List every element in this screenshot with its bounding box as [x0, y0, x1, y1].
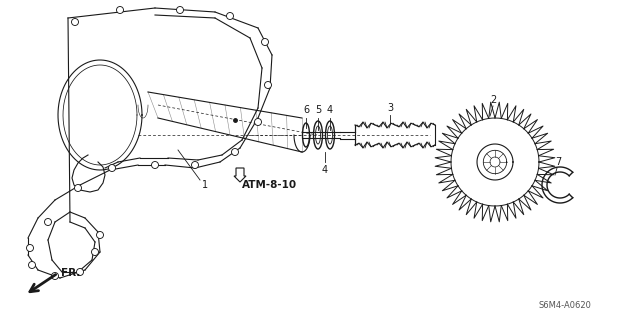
Circle shape: [26, 244, 33, 251]
Circle shape: [177, 6, 184, 13]
Circle shape: [74, 184, 81, 191]
Circle shape: [227, 12, 234, 19]
Polygon shape: [234, 168, 246, 182]
Circle shape: [262, 39, 269, 46]
Text: ATM-8-10: ATM-8-10: [243, 180, 298, 190]
Circle shape: [29, 262, 35, 269]
Circle shape: [232, 149, 239, 155]
Circle shape: [72, 19, 79, 26]
Circle shape: [92, 249, 99, 256]
Text: 5: 5: [315, 105, 321, 115]
Text: FR.: FR.: [61, 268, 81, 278]
Circle shape: [116, 6, 124, 13]
Text: 3: 3: [387, 103, 393, 113]
Text: 2: 2: [490, 95, 496, 105]
Circle shape: [152, 161, 159, 168]
Circle shape: [109, 165, 115, 172]
Text: S6M4-A0620: S6M4-A0620: [539, 300, 591, 309]
Circle shape: [51, 272, 58, 279]
Text: 1: 1: [202, 180, 208, 190]
Circle shape: [45, 219, 51, 226]
Ellipse shape: [314, 121, 323, 149]
Ellipse shape: [328, 126, 333, 144]
Circle shape: [77, 269, 83, 276]
Ellipse shape: [316, 126, 321, 144]
Circle shape: [191, 161, 198, 168]
Ellipse shape: [326, 121, 335, 149]
Text: 7: 7: [555, 157, 561, 167]
Circle shape: [264, 81, 271, 88]
Text: 4: 4: [322, 165, 328, 175]
Text: 6: 6: [303, 105, 309, 115]
Circle shape: [255, 118, 262, 125]
Text: 4: 4: [327, 105, 333, 115]
Circle shape: [97, 232, 104, 239]
